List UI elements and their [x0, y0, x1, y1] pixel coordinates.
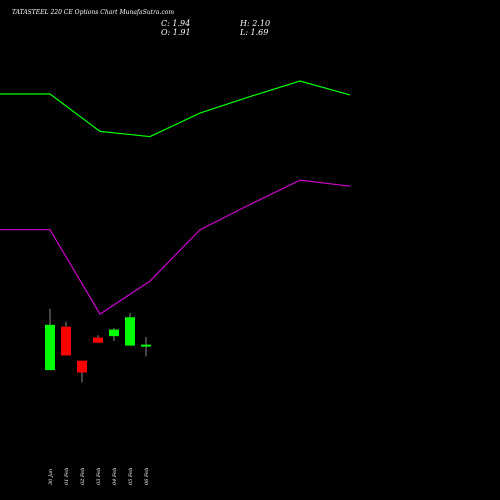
candle-body [125, 317, 135, 346]
x-tick-label: 03 Feb [96, 468, 102, 485]
high-value: H: 2.10 [240, 19, 271, 28]
x-tick-label: 01 Feb [64, 468, 70, 485]
close-value: C: 1.94 [161, 19, 191, 28]
upper-band-line [0, 80, 351, 138]
candle-body [109, 329, 119, 337]
candle-body [141, 344, 151, 347]
x-tick-label: 05 Feb [128, 468, 134, 485]
x-tick-label: 06 Feb [144, 468, 150, 485]
lower-band-line [0, 179, 351, 315]
candle-body [77, 360, 87, 373]
candle-body [61, 326, 71, 356]
candle-body [93, 337, 103, 343]
low-value: L: 1.69 [240, 28, 269, 37]
candles-group [45, 308, 151, 383]
x-tick-label: 02 Feb [80, 468, 86, 485]
candle-body [45, 324, 55, 371]
x-tick-label: 04 Feb [112, 468, 118, 485]
open-value: O: 1.91 [161, 28, 191, 37]
chart-title: TATASTEEL 220 CE Options Chart MunafaSut… [12, 9, 175, 16]
x-tick-label: 30 Jan [48, 469, 54, 485]
x-axis-ticks: 30 Jan 01 Feb 02 Feb 03 Feb 04 Feb 05 Feb 06 F… [48, 468, 150, 485]
